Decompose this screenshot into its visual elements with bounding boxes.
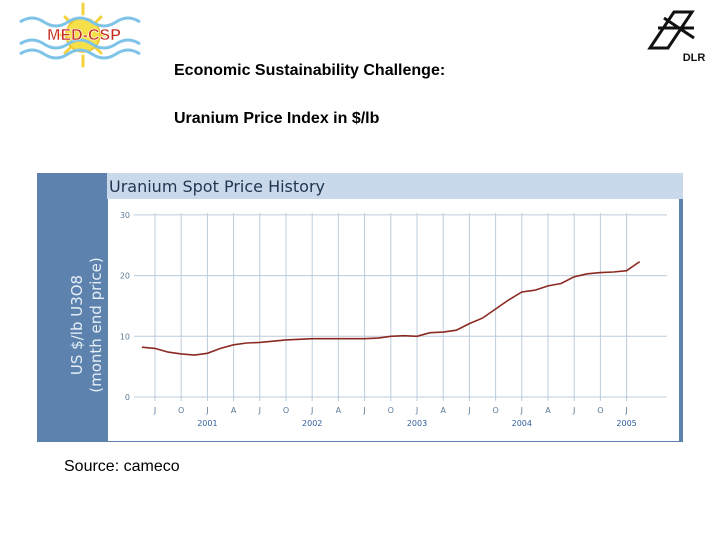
dlr-emblem [647, 10, 695, 50]
x-tick-label: A [336, 406, 342, 415]
x-tick-label: O [492, 406, 498, 415]
y-axis-label-line-2: (month end price) [87, 257, 105, 393]
y-tick-label: 0 [125, 393, 130, 402]
slide-heading-line-2: Uranium Price Index in $/lb [174, 110, 380, 127]
year-label: 2004 [512, 419, 532, 428]
x-tick-label: J [415, 406, 418, 415]
sun-rays [56, 2, 110, 68]
x-tick-label: A [545, 406, 551, 415]
y-tick-label: 20 [120, 272, 130, 281]
x-tick-label: J [258, 406, 261, 415]
y-tick-label: 10 [120, 332, 130, 341]
x-tick-label: A [231, 406, 237, 415]
med-csp-wordmark: MED-CSP [47, 27, 121, 44]
x-tick-label: O [597, 406, 603, 415]
y-axis-label-line-1: US $/lb U3O8 [68, 275, 86, 375]
x-tick-label: J [310, 406, 313, 415]
water-waves [19, 16, 141, 60]
year-label: 2005 [616, 419, 636, 428]
x-tick-label: O [388, 406, 394, 415]
x-tick-label: J [467, 406, 470, 415]
year-label: 2001 [197, 419, 217, 428]
x-tick-label: J [153, 406, 156, 415]
year-label: 2002 [302, 419, 322, 428]
source-note: Source: cameco [64, 458, 180, 475]
dlr-logo: DLR [647, 10, 706, 64]
x-tick-label: J [572, 406, 575, 415]
year-label: 2003 [407, 419, 427, 428]
uranium-chart-panel: Uranium Spot Price History 0 10 20 30 J O J A J… [37, 173, 683, 442]
slide-heading-line-1: Economic Sustainability Challenge: [174, 62, 446, 79]
y-tick-labels: 0 10 20 30 [120, 211, 130, 402]
x-tick-label: O [178, 406, 184, 415]
x-tick-label: J [624, 406, 627, 415]
med-csp-logo: MED-CSP [19, 2, 141, 68]
y-tick-label: 30 [120, 211, 130, 220]
x-tick-label: A [440, 406, 446, 415]
x-tick-label: J [520, 406, 523, 415]
x-tick-label: O [283, 406, 289, 415]
chart-title: Uranium Spot Price History [109, 177, 325, 196]
year-labels: 2001 2002 2003 2004 2005 [197, 419, 637, 428]
uranium-price-series-line [141, 260, 641, 356]
x-tick-label: J [362, 406, 365, 415]
chart-title-band [107, 173, 683, 199]
plot-background [108, 199, 679, 441]
dlr-wordmark: DLR [683, 52, 706, 64]
uranium-price-chart: Uranium Spot Price History 0 10 20 30 J O J A J… [37, 173, 683, 442]
x-tick-label: J [205, 406, 208, 415]
